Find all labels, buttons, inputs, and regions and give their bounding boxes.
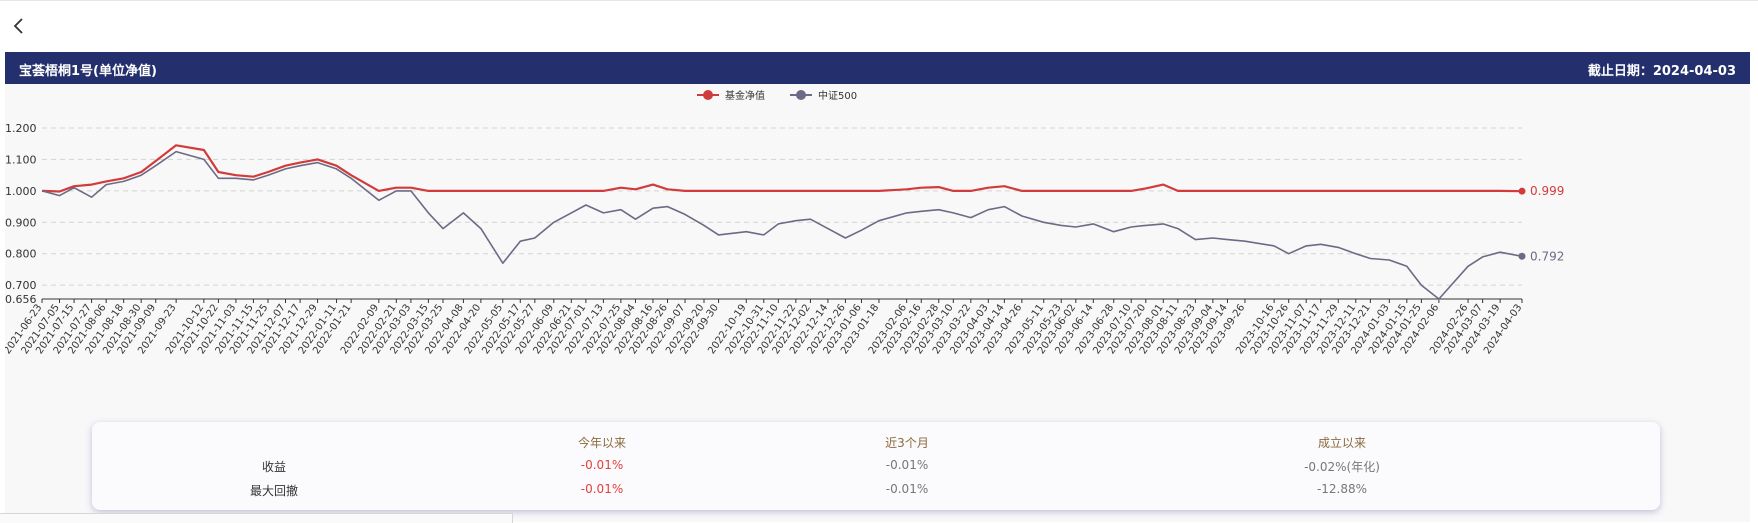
return-3m: -0.01%	[885, 458, 929, 472]
col-header-ytd: 今年以来	[577, 436, 627, 450]
series-end-point	[1518, 187, 1526, 195]
legend-label: 中证500	[818, 89, 857, 102]
cutoff-date: 截止日期：2024-04-03	[1587, 64, 1736, 79]
row-label-return: 收益	[261, 460, 287, 474]
y-tick-label: 0.900	[5, 216, 37, 229]
series-end-label: 0.999	[1530, 184, 1564, 198]
top-bar	[0, 0, 1758, 53]
drawdown-ytd: -0.01%	[580, 482, 624, 496]
return-inception: -0.02%(年化)	[1304, 460, 1380, 474]
bottom-tab-bar[interactable]	[0, 513, 513, 523]
col-header-3m: 近3个月	[885, 436, 929, 450]
col-header-inception: 成立以来	[1317, 436, 1367, 450]
series-end-point	[1518, 252, 1526, 260]
stats-card: 今年以来 近3个月 成立以来 收益 -0.01% -0.01% -0.02%(年…	[92, 422, 1660, 510]
series-line-fund	[41, 144, 1523, 193]
chart-header: 宝荟梧桐1号(单位净值) 截止日期：2024-04-03	[5, 52, 1750, 84]
y-tick-label: 1.100	[5, 153, 37, 166]
legend-marker	[796, 90, 806, 100]
nav-line-chart: 基金净值 中证5001.2001.1001.0000.9000.8000.7000…	[5, 89, 1564, 356]
return-ytd: -0.01%	[580, 458, 624, 472]
series-end-label: 0.792	[1530, 249, 1564, 263]
series-line-index	[41, 150, 1523, 300]
chevron-left-icon[interactable]	[8, 15, 30, 37]
legend-label: 基金净值	[725, 89, 765, 102]
legend-marker	[703, 90, 713, 100]
y-tick-label: 1.200	[5, 122, 37, 135]
y-tick-label: 0.700	[5, 279, 37, 292]
y-tick-label: 0.656	[5, 293, 37, 306]
drawdown-3m: -0.01%	[885, 482, 929, 496]
y-tick-label: 1.000	[5, 185, 37, 198]
y-tick-label: 0.800	[5, 248, 37, 261]
fund-title: 宝荟梧桐1号(单位净值)	[19, 64, 157, 79]
row-label-drawdown: 最大回撤	[249, 484, 299, 498]
drawdown-inception: -12.88%	[1316, 482, 1368, 496]
